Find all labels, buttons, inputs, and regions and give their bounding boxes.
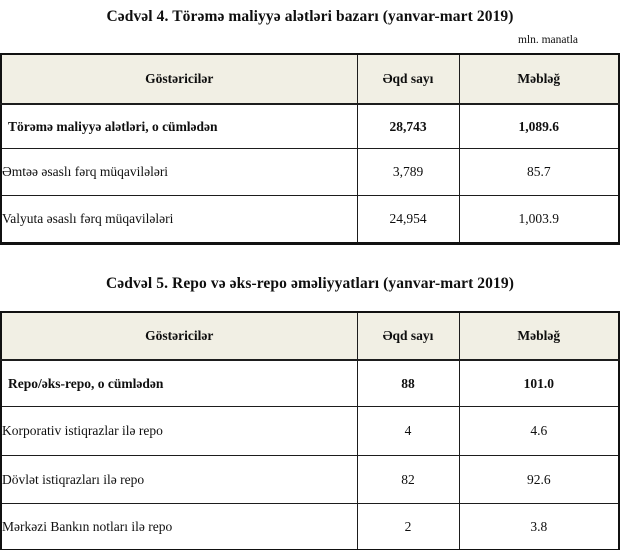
- table-row: Əmtəə əsaslı fərq müqavilələri 3,789 85.…: [0, 148, 620, 196]
- table-row: Dövlət istiqrazları ilə repo 82 92.6: [0, 455, 620, 504]
- row-amount: 85.7: [458, 148, 620, 196]
- row-amount: 4.6: [458, 406, 620, 456]
- table4-header-deal-count: Əqd sayı: [356, 53, 460, 105]
- table-row: Valyuta əsaslı fərq müqavilələri 24,954 …: [0, 195, 620, 244]
- row-deal-count: 28,743: [356, 103, 460, 149]
- table5-header-amount: Məbləğ: [458, 311, 620, 361]
- table-row: Repo/əks-repo, o cümlədən 88 101.0: [0, 359, 620, 407]
- table-row: Törəmə maliyyə alətləri, o cümlədən 28,7…: [0, 103, 620, 149]
- row-amount: 3.8: [458, 503, 620, 550]
- table4-title: Cədvəl 4. Törəmə maliyyə alətləri bazarı…: [106, 8, 514, 25]
- row-deal-count: 24,954: [356, 195, 460, 244]
- table4-derivatives-market: Göstəricilər Əqd sayı Məbləğ Törəmə mali…: [0, 53, 620, 245]
- table5-header-deal-count: Əqd sayı: [356, 311, 460, 361]
- row-label: Korporativ istiqrazlar ilə repo: [0, 406, 358, 456]
- table-row: Mərkəzi Bankın notları ilə repo 2 3.8: [0, 503, 620, 550]
- table5-title: Cədvəl 5. Repo və əks-repo əməliyyatları…: [106, 275, 514, 292]
- row-label: Valyuta əsaslı fərq müqavilələri: [0, 195, 358, 244]
- table5-repo-operations: Göstəricilər Əqd sayı Məbləğ Repo/əks-re…: [0, 311, 620, 550]
- row-amount: 92.6: [458, 455, 620, 504]
- row-amount: 1,003.9: [458, 195, 620, 244]
- row-amount: 1,089.6: [458, 103, 620, 149]
- table5-header-row: Göstəricilər Əqd sayı Məbləğ: [0, 311, 620, 361]
- row-label: Mərkəzi Bankın notları ilə repo: [0, 503, 358, 550]
- row-label: Repo/əks-repo, o cümlədən: [0, 359, 358, 407]
- row-deal-count: 82: [356, 455, 460, 504]
- row-amount: 101.0: [458, 359, 620, 407]
- row-deal-count: 3,789: [356, 148, 460, 196]
- row-label: Əmtəə əsaslı fərq müqavilələri: [0, 148, 358, 196]
- table4-unit-label: mln. manatla: [517, 34, 578, 46]
- row-deal-count: 4: [356, 406, 460, 456]
- table-row: Korporativ istiqrazlar ilə repo 4 4.6: [0, 406, 620, 456]
- table4-header-indicators: Göstəricilər: [0, 53, 358, 105]
- row-label: Törəmə maliyyə alətləri, o cümlədən: [0, 103, 358, 149]
- table4-header-amount: Məbləğ: [458, 53, 620, 105]
- row-deal-count: 88: [356, 359, 460, 407]
- row-label: Dövlət istiqrazları ilə repo: [0, 455, 358, 504]
- table4-header-row: Göstəricilər Əqd sayı Məbləğ: [0, 53, 620, 105]
- table5-header-indicators: Göstəricilər: [0, 311, 358, 361]
- row-deal-count: 2: [356, 503, 460, 550]
